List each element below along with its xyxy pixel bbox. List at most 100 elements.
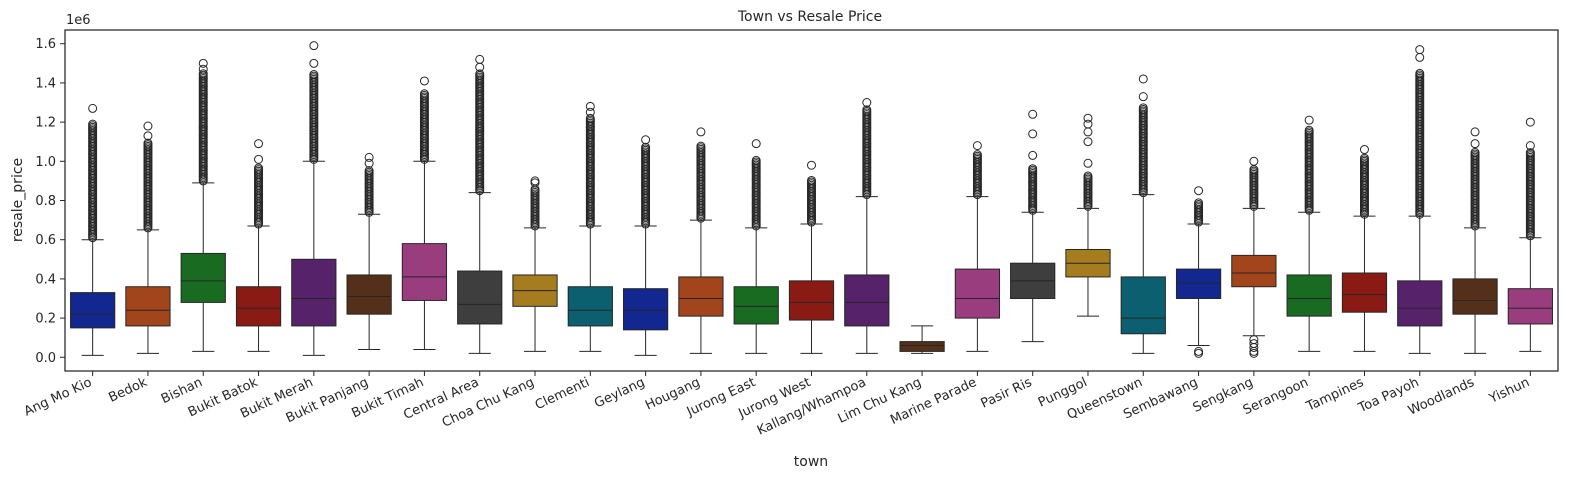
- iqr-box: [291, 258, 337, 327]
- iqr-box: [457, 270, 503, 325]
- outlier-point: [419, 76, 429, 86]
- outlier-point: [751, 155, 761, 165]
- outlier-point: [1028, 164, 1038, 174]
- iqr-box: [1397, 280, 1443, 327]
- outlier-point: [1194, 186, 1204, 196]
- outlier-point: [862, 98, 872, 108]
- outlier-point: [475, 69, 485, 79]
- outlier-point: [751, 139, 761, 149]
- outlier-point: [1194, 198, 1204, 208]
- y-axis-offset-label: 1e6: [66, 13, 91, 28]
- y-tick-label: 0.2: [35, 312, 56, 327]
- outlier-point: [585, 101, 595, 111]
- box-bukit-timah: [401, 76, 448, 350]
- outlier-point: [641, 142, 651, 152]
- box-choa-chu-kang: [512, 176, 558, 352]
- outlier-point: [1304, 125, 1314, 135]
- box-clementi: [567, 101, 613, 352]
- iqr-box: [844, 274, 890, 327]
- outlier-point: [1138, 92, 1148, 102]
- box-serangoon: [1286, 115, 1332, 352]
- outlier-point: [1470, 127, 1480, 137]
- outlier-point: [254, 154, 264, 164]
- outlier-point: [1249, 335, 1259, 345]
- outlier-point: [143, 121, 153, 131]
- outlier-point: [88, 119, 98, 129]
- outlier-point: [1249, 339, 1259, 349]
- outlier-point: [1194, 348, 1204, 358]
- y-tick-label: 0.8: [35, 194, 56, 209]
- outlier-point: [1415, 45, 1425, 55]
- box-geylang: [622, 135, 669, 356]
- outlier-point: [198, 64, 208, 74]
- iqr-box: [1120, 276, 1166, 335]
- outlier-point: [807, 160, 816, 170]
- outlier-point: [143, 138, 153, 148]
- x-tick-label: Ang Mo Kio: [22, 375, 94, 419]
- chart-title: Town vs Resale Price: [737, 9, 882, 25]
- outlier-point: [1525, 117, 1535, 127]
- iqr-box: [1341, 272, 1388, 313]
- box-toa-payoh: [1397, 45, 1443, 354]
- box-ang-mo-kio: [70, 103, 116, 356]
- iqr-box: [70, 292, 116, 329]
- outlier-point: [972, 141, 982, 151]
- outlier-point: [309, 70, 319, 80]
- outlier-point: [198, 58, 208, 68]
- outlier-point: [1083, 158, 1093, 168]
- x-tick-label: Choa Chu Kang: [440, 375, 537, 431]
- outlier-point: [1304, 115, 1314, 125]
- iqr-box: [1507, 288, 1553, 325]
- outlier-point: [309, 41, 319, 51]
- outlier-point: [364, 152, 374, 162]
- outlier-point: [641, 135, 651, 145]
- outlier-point: [585, 107, 595, 117]
- outlier-point: [530, 176, 540, 186]
- iqr-box: [567, 286, 613, 327]
- x-tick-label: Bedok: [106, 375, 150, 406]
- iqr-box: [180, 252, 226, 303]
- x-tick-label: Geylang: [592, 375, 647, 411]
- box-bukit-batok: [235, 139, 282, 352]
- outlier-point: [88, 103, 98, 113]
- outlier-point: [1083, 171, 1093, 181]
- box-jurong-east: [733, 139, 779, 354]
- box-central-area: [457, 54, 503, 354]
- iqr-box: [678, 276, 724, 317]
- x-tick-label: Clementi: [533, 375, 592, 413]
- outlier-point: [254, 139, 264, 149]
- iqr-box: [899, 341, 945, 352]
- outlier-point: [1415, 52, 1425, 62]
- outlier-point: [1194, 346, 1204, 356]
- iqr-box: [346, 274, 392, 315]
- iqr-box: [1231, 254, 1277, 288]
- box-yishun: [1507, 117, 1553, 352]
- outlier-point: [585, 113, 595, 123]
- iqr-box: [788, 280, 835, 321]
- y-tick-label: 0.4: [35, 272, 56, 287]
- outlier-point: [1028, 150, 1038, 160]
- box-punggol: [1065, 113, 1111, 317]
- iqr-box: [1452, 278, 1498, 315]
- outlier-point: [1525, 141, 1535, 151]
- outlier-point: [862, 105, 872, 115]
- outlier-point: [254, 163, 264, 173]
- outlier-point: [364, 166, 374, 176]
- box-woodlands: [1452, 127, 1498, 354]
- box-jurong-west: [788, 160, 835, 354]
- outlier-point: [1359, 153, 1369, 163]
- iqr-box: [733, 286, 779, 325]
- y-tick-label: 1.4: [35, 76, 56, 91]
- outlier-point: [1138, 103, 1148, 113]
- outlier-point: [1138, 74, 1148, 84]
- outlier-point: [419, 89, 429, 99]
- iqr-box: [954, 268, 1001, 319]
- box-lim-chu-kang: [899, 325, 945, 354]
- iqr-box: [622, 288, 669, 331]
- y-tick-label: 0.6: [35, 233, 56, 248]
- box-sengkang: [1231, 156, 1277, 358]
- outlier-point: [198, 69, 208, 79]
- outlier-point: [475, 54, 485, 64]
- iqr-box: [235, 286, 282, 327]
- plot-area: [70, 41, 1553, 358]
